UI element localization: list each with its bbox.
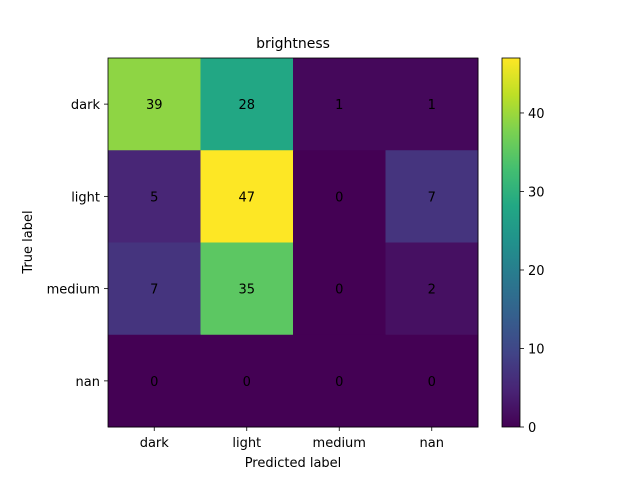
cell-value-label: 0 — [335, 375, 343, 390]
cell-value-label: 0 — [428, 375, 436, 390]
x-tick-label: dark — [140, 436, 170, 451]
colorbar-tick-label: 20 — [528, 264, 545, 279]
colorbar-tick-label: 40 — [528, 107, 545, 122]
heatmap-cell — [293, 334, 386, 428]
cell-value-label: 47 — [238, 190, 255, 205]
x-axis-ticks: dark light medium nan — [140, 427, 444, 451]
plot-frame — [107, 57, 479, 428]
cell-value-label: 0 — [150, 375, 158, 390]
colorbar-tick-label: 10 — [528, 342, 545, 357]
chart-title: brightness — [256, 36, 330, 52]
heatmap-cell — [385, 334, 479, 428]
cell-value-label: 1 — [335, 98, 343, 113]
x-tick-label: medium — [313, 436, 366, 451]
cell-value-label: 5 — [150, 190, 158, 205]
y-axis-ticks: dark light medium nan — [47, 98, 108, 390]
cell-value-label: 0 — [243, 375, 251, 390]
colorbar-tick-label: 30 — [528, 185, 545, 200]
cell-value-label: 7 — [428, 190, 436, 205]
heatmap-cell — [108, 334, 201, 428]
y-tick-label: dark — [71, 98, 101, 113]
x-axis-label: Predicted label — [245, 456, 342, 471]
colorbar-ticks: 0 10 20 30 40 — [520, 107, 545, 436]
heatmap-cell — [385, 58, 479, 151]
cell-value-label: 2 — [428, 283, 436, 298]
cell-value-label: 35 — [238, 283, 255, 298]
heatmap-cell — [385, 150, 479, 243]
x-tick-label: nan — [420, 436, 444, 451]
heatmap-cell — [293, 242, 386, 336]
colorbar — [501, 57, 521, 428]
y-tick-label: nan — [76, 375, 100, 390]
heatmap-cell — [108, 58, 201, 151]
y-tick-label: light — [71, 190, 100, 205]
cell-value-label: 1 — [428, 98, 436, 113]
y-tick-label: medium — [47, 283, 100, 298]
heatmap-cell — [293, 150, 386, 243]
y-axis-label: True label — [21, 210, 36, 274]
heatmap-cell — [385, 242, 479, 336]
heatmap-cell — [200, 58, 294, 151]
heatmap-cells — [108, 58, 479, 428]
heatmap-cell — [200, 150, 294, 243]
heatmap-cell — [200, 242, 294, 336]
heatmap-cell-labels: 39 28 1 1 5 47 0 7 7 35 0 2 0 0 0 0 — [146, 98, 436, 390]
cell-value-label: 7 — [150, 283, 158, 298]
cell-value-label: 0 — [335, 283, 343, 298]
x-tick-label: light — [232, 436, 261, 451]
cell-value-label: 28 — [238, 98, 255, 113]
heatmap-cell — [293, 58, 386, 151]
heatmap-cell — [108, 150, 201, 243]
cell-value-label: 39 — [146, 98, 163, 113]
colorbar-tick-label: 0 — [528, 421, 536, 436]
heatmap-cell — [108, 242, 201, 336]
cell-value-label: 0 — [335, 190, 343, 205]
heatmap-cell — [200, 334, 294, 428]
